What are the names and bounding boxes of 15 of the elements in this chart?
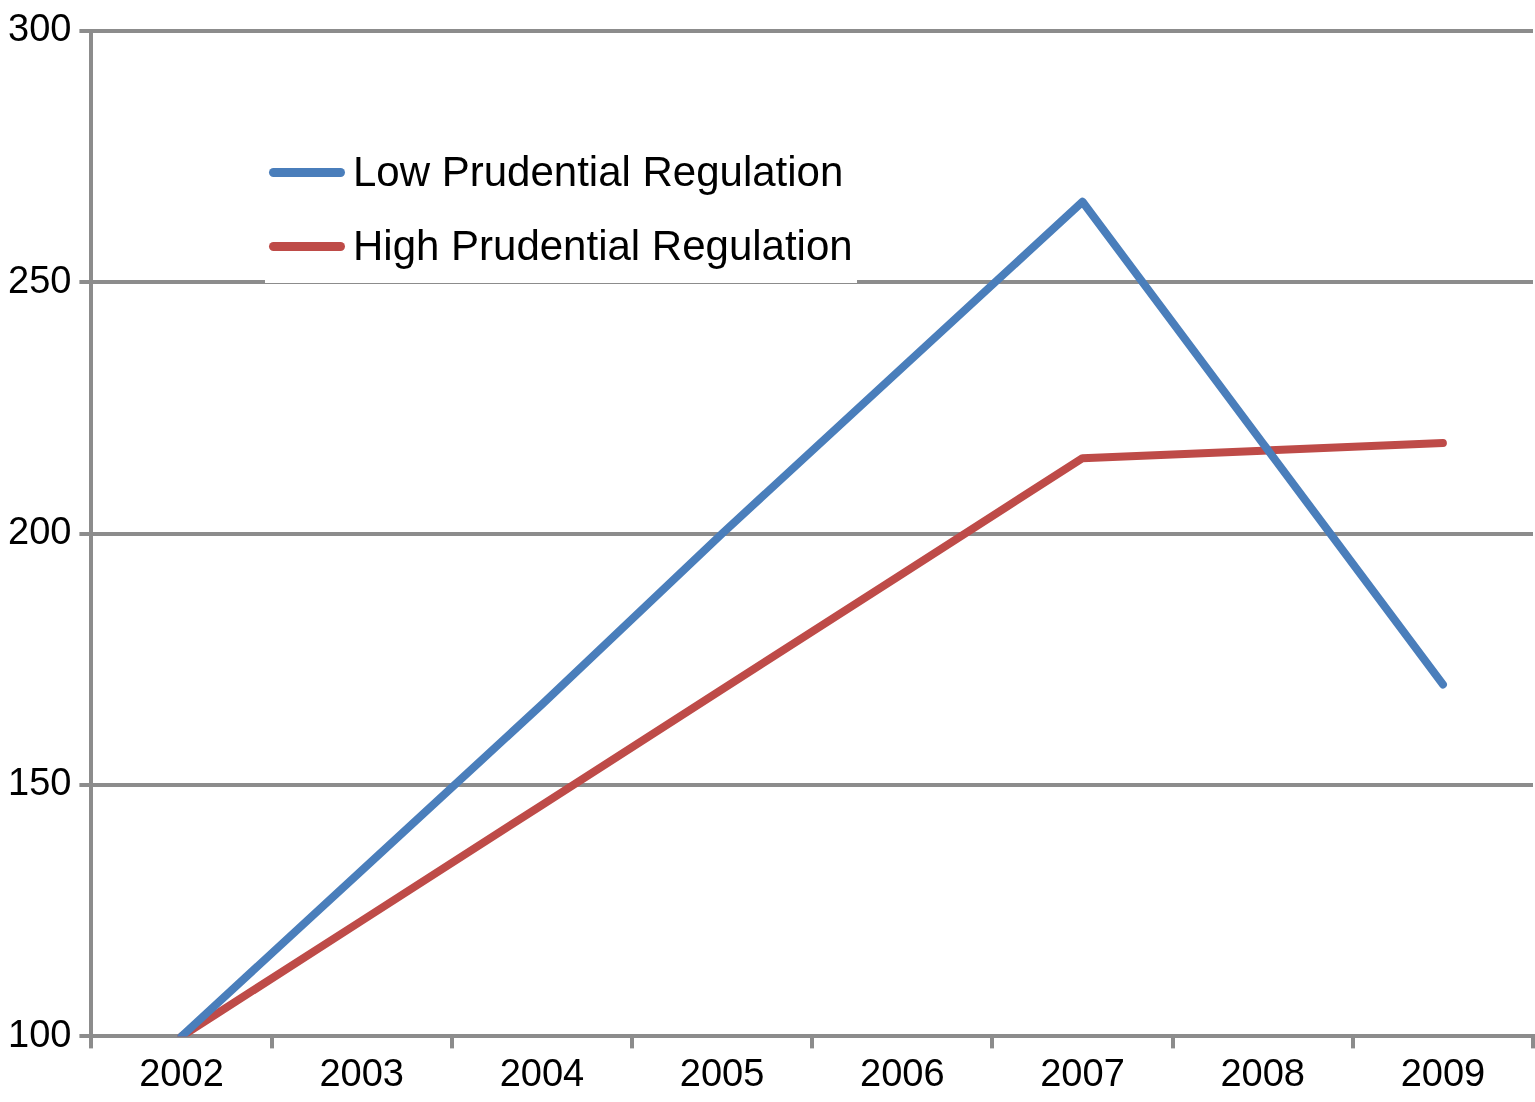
x-tick-label: 2006 bbox=[860, 1051, 945, 1094]
y-tick-label: 150 bbox=[8, 761, 72, 804]
x-tick-label: 2009 bbox=[1400, 1051, 1486, 1094]
x-tick-label: 2007 bbox=[1040, 1051, 1125, 1094]
x-tick-label: 2002 bbox=[139, 1051, 224, 1094]
y-tick-label: 200 bbox=[8, 510, 72, 553]
y-tick-label: 100 bbox=[8, 1012, 72, 1055]
y-tick-label: 300 bbox=[8, 7, 72, 50]
legend-label: High Prudential Regulation bbox=[353, 222, 853, 270]
x-tick-label: 2004 bbox=[499, 1051, 585, 1094]
x-tick-label: 2008 bbox=[1220, 1051, 1305, 1094]
y-tick-label: 250 bbox=[8, 258, 72, 301]
legend-label: Low Prudential Regulation bbox=[353, 148, 844, 196]
x-tick-label: 2003 bbox=[319, 1051, 404, 1094]
x-tick-label: 2005 bbox=[679, 1051, 765, 1094]
